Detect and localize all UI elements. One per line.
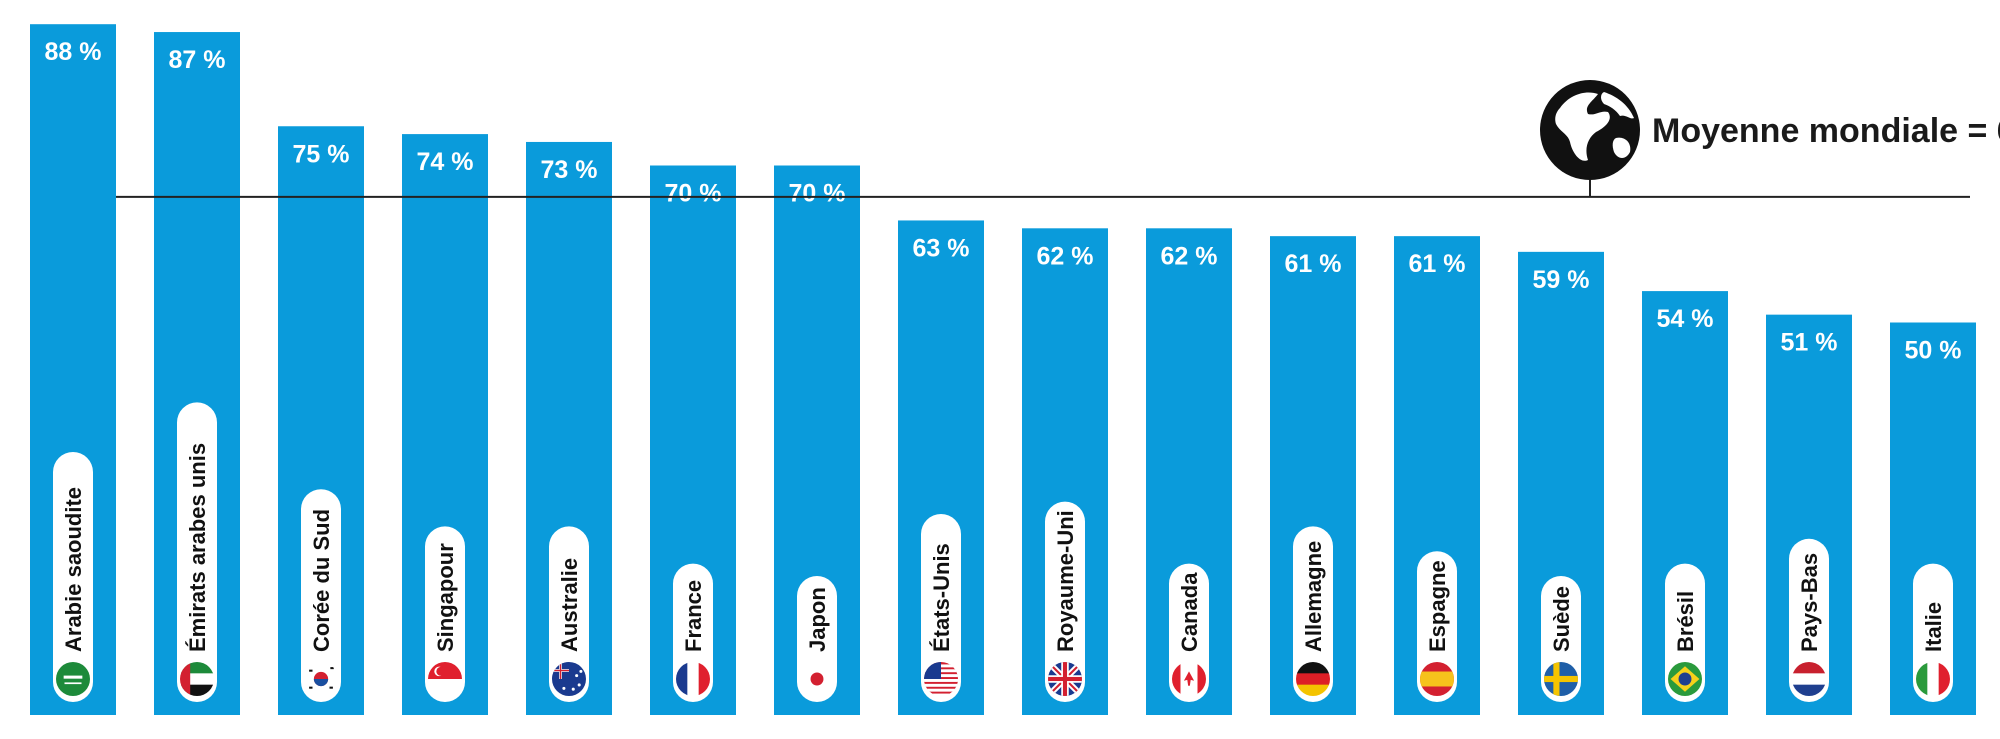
country-label: Allemagne: [1301, 541, 1326, 652]
country-label: Canada: [1177, 572, 1202, 652]
bar-value-label: 61 %: [1409, 250, 1466, 278]
bar-value-label: 88 %: [45, 38, 102, 66]
bar-value-label: 54 %: [1657, 305, 1714, 333]
bar-value-label: 59 %: [1533, 266, 1590, 294]
italy-flag-icon: [1916, 662, 1950, 696]
spain-flag-icon: [1420, 662, 1454, 696]
brazil-flag-icon: [1668, 662, 1702, 696]
bar-value-label: 73 %: [541, 156, 598, 184]
country-label: Royaume-Uni: [1053, 510, 1078, 652]
country-label: Émirats arabes unis: [185, 443, 210, 652]
country-label: Espagne: [1425, 560, 1450, 652]
country-label: Singapour: [433, 543, 458, 652]
country-pill: [549, 526, 589, 702]
bar-value-label: 74 %: [417, 148, 474, 176]
bar-value-label: 87 %: [169, 46, 226, 74]
netherlands-flag-icon: [1792, 662, 1826, 696]
country-label: Japon: [805, 587, 830, 652]
country-label: Arabie saoudite: [61, 487, 86, 652]
country-pill: [1789, 538, 1829, 702]
bars-layer: 88 % Arabie saoudite 87 % Émirats arabes un…: [30, 24, 1976, 716]
bar-value-label: 70 %: [789, 180, 846, 208]
bar-value-label: 62 %: [1161, 242, 1218, 270]
bar-value-label: 51 %: [1781, 329, 1838, 357]
singapore-flag-icon: [428, 662, 462, 696]
uk-flag-icon: [1048, 662, 1082, 696]
japan-flag-icon: [800, 662, 834, 696]
saudi-arabia-flag-icon: [56, 662, 90, 696]
country-pill: [425, 526, 465, 702]
bar-value-label: 63 %: [913, 234, 970, 262]
uae-flag-icon: [180, 662, 214, 696]
canada-flag-icon: [1172, 662, 1206, 696]
country-label: Australie: [557, 558, 582, 652]
bar-value-label: 75 %: [293, 140, 350, 168]
globe-icon: [1540, 80, 1640, 180]
average-label: Moyenne mondiale = 66 %: [1652, 112, 2000, 150]
usa-flag-icon: [924, 662, 958, 696]
country-label: Brésil: [1673, 591, 1698, 652]
country-label: Italie: [1921, 602, 1946, 652]
country-pill: [921, 514, 961, 702]
bar-value-label: 62 %: [1037, 242, 1094, 270]
australia-flag-icon: [552, 662, 586, 696]
country-label: Suède: [1549, 586, 1574, 652]
france-flag-icon: [676, 662, 710, 696]
country-pill: [301, 489, 341, 702]
bar-value-label: 61 %: [1285, 250, 1342, 278]
country-pill: [1293, 526, 1333, 702]
country-label: France: [681, 580, 706, 652]
bar-value-label: 50 %: [1905, 337, 1962, 365]
bar-value-label: 70 %: [665, 180, 722, 208]
country-label: Pays-Bas: [1797, 553, 1822, 652]
country-label: Corée du Sud: [309, 509, 334, 652]
country-pill: [53, 452, 93, 702]
country-pill: [1417, 551, 1457, 702]
south-korea-flag-icon: [304, 662, 338, 696]
country-label: États-Unis: [929, 543, 954, 652]
germany-flag-icon: [1296, 662, 1330, 696]
country-pill: [177, 402, 217, 702]
country-pill: [1045, 501, 1085, 702]
sweden-flag-icon: [1544, 662, 1578, 696]
